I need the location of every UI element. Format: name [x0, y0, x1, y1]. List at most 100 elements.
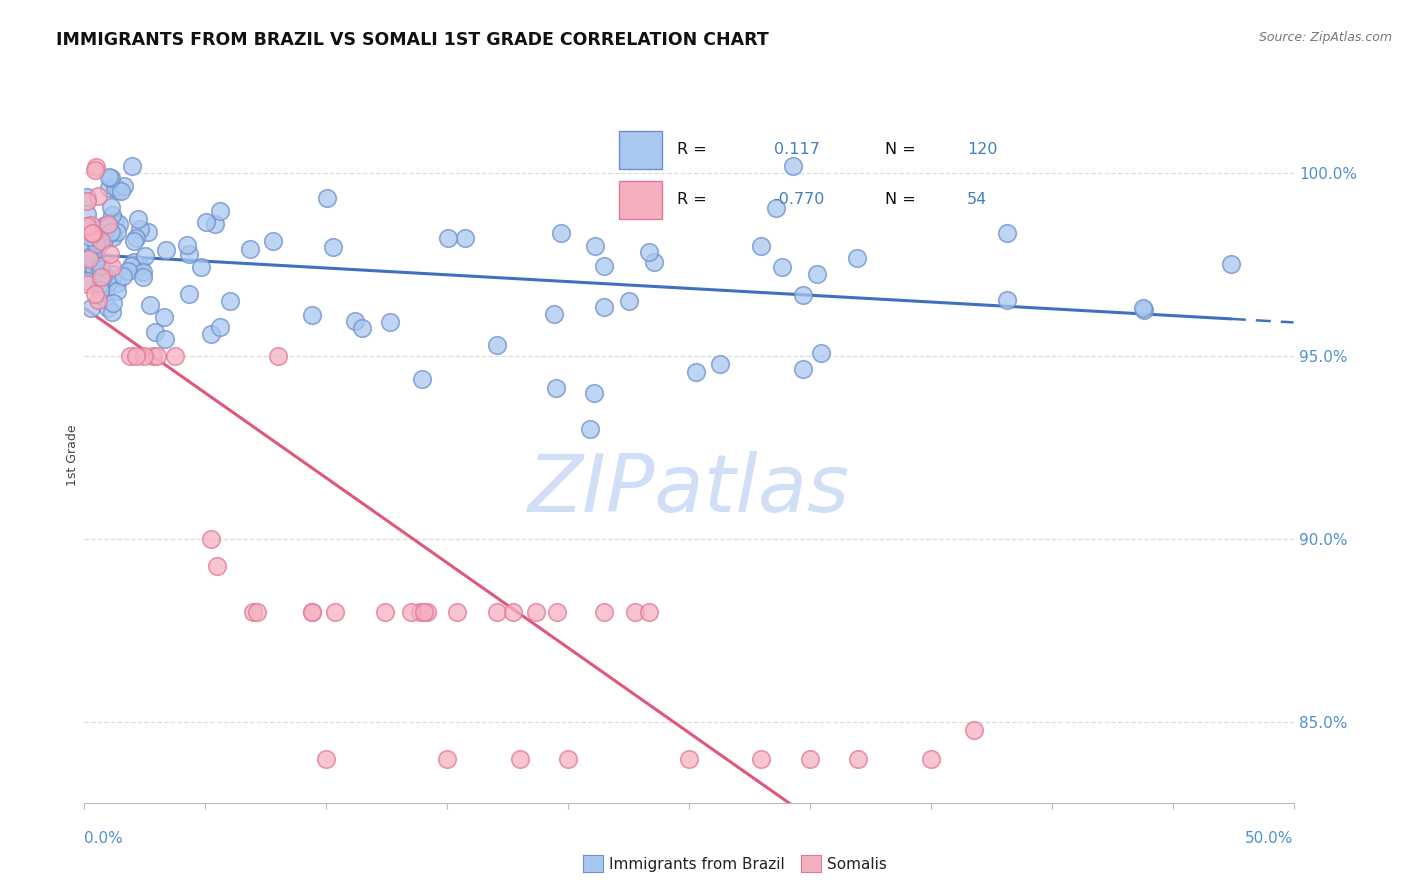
- Point: [412, 606, 434, 620]
- Point: [80, 226, 103, 240]
- Point: [90, 259, 112, 273]
- Point: [94, 218, 117, 232]
- Point: [77, 250, 100, 264]
- Point: [1133, 303, 1156, 318]
- Point: [638, 245, 661, 260]
- Point: [103, 267, 125, 281]
- Point: [502, 606, 524, 620]
- Point: [446, 606, 468, 620]
- Point: [89, 277, 111, 292]
- Point: [82, 245, 104, 260]
- Point: [177, 247, 200, 261]
- Point: [204, 217, 226, 231]
- Point: [810, 345, 832, 359]
- Point: [122, 255, 145, 269]
- Point: [84, 160, 107, 174]
- Point: [749, 239, 772, 253]
- Point: [806, 267, 828, 281]
- Point: [100, 200, 122, 214]
- Point: [90, 234, 112, 248]
- Point: [792, 288, 814, 302]
- Text: IMMIGRANTS FROM BRAZIL VS SOMALI 1ST GRADE CORRELATION CHART: IMMIGRANTS FROM BRAZIL VS SOMALI 1ST GRA…: [56, 31, 769, 49]
- Point: [592, 259, 614, 273]
- Point: [86, 293, 108, 307]
- Point: [995, 226, 1018, 240]
- Point: [132, 269, 155, 284]
- Point: [105, 225, 128, 239]
- Point: [103, 214, 125, 228]
- Point: [77, 252, 100, 267]
- Point: [132, 265, 155, 279]
- Point: [101, 305, 124, 319]
- Point: [80, 301, 103, 315]
- Point: [770, 260, 793, 274]
- Point: [920, 752, 942, 766]
- Point: [76, 189, 98, 203]
- Point: [128, 221, 150, 235]
- Point: [117, 263, 139, 277]
- Point: [411, 372, 433, 386]
- Point: [163, 349, 186, 363]
- Point: [437, 231, 460, 245]
- Point: [146, 349, 169, 363]
- Point: [108, 217, 131, 231]
- Point: [84, 222, 107, 236]
- Point: [83, 255, 105, 269]
- Point: [195, 215, 218, 229]
- Point: [105, 284, 128, 298]
- Point: [97, 217, 120, 231]
- Point: [1219, 257, 1241, 271]
- Point: [142, 349, 165, 363]
- Point: [100, 272, 122, 286]
- Text: Somalis: Somalis: [827, 857, 887, 871]
- Text: 0.0%: 0.0%: [84, 830, 124, 846]
- Point: [110, 184, 132, 198]
- Point: [200, 533, 222, 547]
- Point: [76, 194, 98, 208]
- Point: [87, 239, 110, 253]
- Point: [83, 163, 105, 178]
- Point: [83, 261, 105, 276]
- Point: [557, 752, 579, 766]
- Point: [208, 319, 231, 334]
- Point: [782, 159, 804, 173]
- Point: [685, 365, 707, 379]
- Point: [90, 271, 112, 285]
- Point: [678, 752, 700, 766]
- Point: [120, 259, 142, 273]
- Point: [205, 558, 228, 573]
- Point: [579, 422, 602, 436]
- Point: [638, 606, 661, 620]
- Point: [79, 230, 101, 244]
- Point: [125, 349, 148, 363]
- Point: [617, 294, 640, 309]
- Point: [105, 276, 128, 290]
- Point: [350, 321, 373, 335]
- Point: [91, 269, 114, 284]
- Point: [623, 606, 645, 620]
- Point: [155, 243, 177, 257]
- Point: [246, 606, 269, 620]
- Point: [963, 723, 986, 737]
- Point: [995, 293, 1018, 307]
- Point: [399, 606, 422, 620]
- Point: [100, 171, 122, 186]
- Point: [792, 362, 814, 376]
- Point: [263, 234, 285, 248]
- Point: [97, 169, 120, 184]
- Point: [127, 212, 149, 227]
- Point: [242, 606, 264, 620]
- Point: [200, 326, 222, 341]
- Point: [129, 259, 152, 273]
- Text: ZIPatlas: ZIPatlas: [527, 450, 851, 529]
- Point: [112, 269, 135, 284]
- Point: [343, 314, 366, 328]
- Point: [97, 219, 120, 233]
- Point: [592, 606, 614, 620]
- Point: [112, 179, 135, 194]
- Point: [316, 191, 339, 205]
- Text: 50.0%: 50.0%: [1246, 830, 1294, 846]
- Point: [1132, 301, 1154, 315]
- Point: [799, 752, 821, 766]
- Point: [93, 285, 115, 299]
